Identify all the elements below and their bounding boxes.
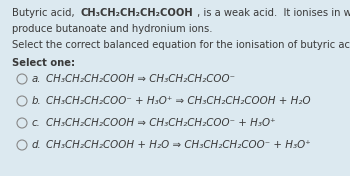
- Text: CH₃CH₂CH₂COOH ⇒ CH₃CH₂CH₂COO⁻ + H₃O⁺: CH₃CH₂CH₂COOH ⇒ CH₃CH₂CH₂COO⁻ + H₃O⁺: [46, 118, 275, 128]
- Text: produce butanoate and hydronium ions.: produce butanoate and hydronium ions.: [12, 24, 212, 34]
- Text: Butyric acid,: Butyric acid,: [12, 8, 81, 18]
- Text: CH₃CH₂CH₂COOH ⇒ CH₃CH₂CH₂COO⁻: CH₃CH₂CH₂COOH ⇒ CH₃CH₂CH₂COO⁻: [46, 74, 235, 84]
- Text: Select one:: Select one:: [12, 58, 75, 68]
- Text: c.: c.: [32, 118, 41, 128]
- Text: b.: b.: [32, 96, 42, 106]
- Text: , is a weak acid.  It ionises in water to: , is a weak acid. It ionises in water to: [194, 8, 350, 18]
- Text: CH₃CH₂CH₂COO⁻ + H₃O⁺ ⇒ CH₃CH₂CH₂COOH + H₂O: CH₃CH₂CH₂COO⁻ + H₃O⁺ ⇒ CH₃CH₂CH₂COOH + H…: [46, 96, 311, 106]
- Text: d.: d.: [32, 140, 42, 150]
- Text: a.: a.: [32, 74, 42, 84]
- Text: CH₃CH₂CH₂COOH + H₂O ⇒ CH₃CH₂CH₂COO⁻ + H₃O⁺: CH₃CH₂CH₂COOH + H₂O ⇒ CH₃CH₂CH₂COO⁻ + H₃…: [46, 140, 311, 150]
- Text: CH₃CH₂CH₂CH₂COOH: CH₃CH₂CH₂CH₂COOH: [81, 8, 194, 18]
- Text: Select the correct balanced equation for the ionisation of butyric acid:: Select the correct balanced equation for…: [12, 40, 350, 50]
